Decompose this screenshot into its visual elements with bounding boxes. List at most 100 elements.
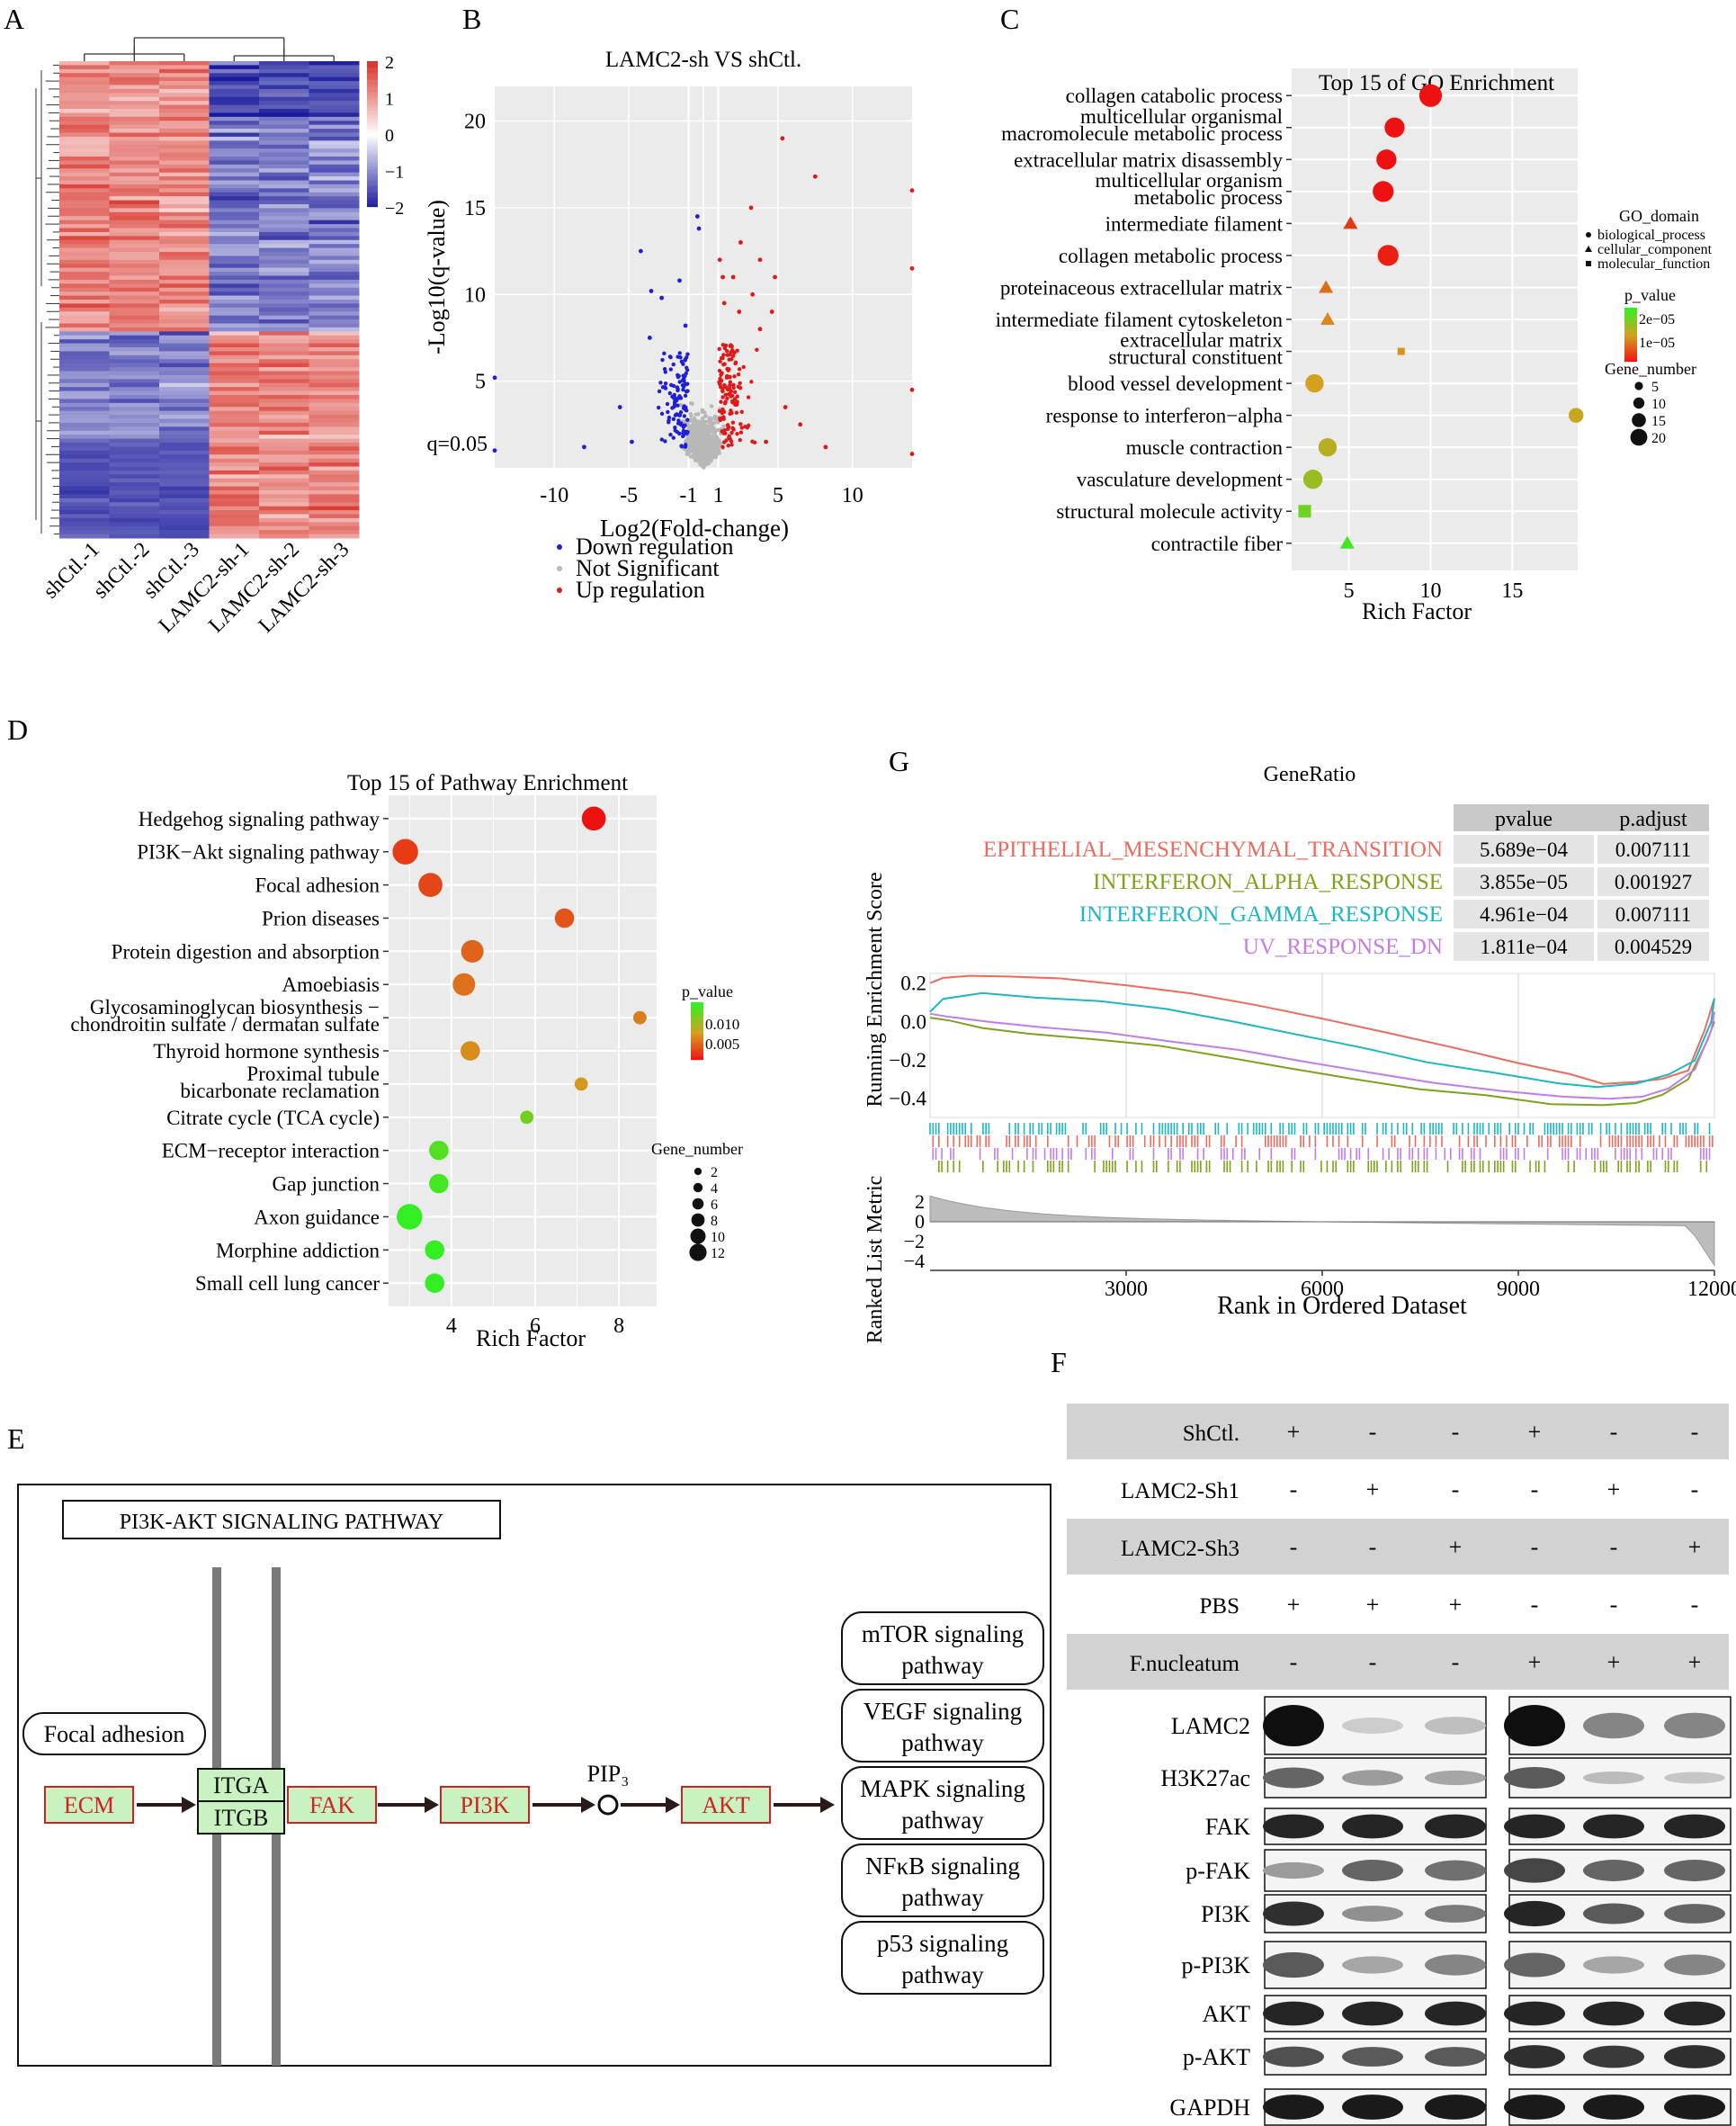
pathway-label: Protein digestion and absorption <box>112 940 380 963</box>
heatmap-cell <box>59 124 110 130</box>
heatmap-cell <box>209 315 260 320</box>
heatmap-cell <box>309 307 360 312</box>
heatmap-cell <box>159 104 210 110</box>
colorbar-swatch <box>1624 352 1637 354</box>
panel-label-c: C <box>1000 3 1019 35</box>
heatmap-cell <box>109 104 160 110</box>
heatmap-cell <box>59 208 110 213</box>
ns-point <box>717 443 722 448</box>
heatmap-cell <box>109 264 160 269</box>
heatmap-cell <box>159 486 210 491</box>
blot-label: PI3K <box>1201 1901 1250 1927</box>
heatmap-cell <box>209 256 260 261</box>
heatmap-cell <box>209 522 260 527</box>
blot-label: p-FAK <box>1186 1858 1250 1884</box>
colorbar-swatch <box>1624 338 1637 341</box>
up-point <box>720 444 725 450</box>
up-point <box>735 432 739 436</box>
go-term-label: response to interferon−alpha <box>1046 405 1283 427</box>
legend-label: Down regulation <box>576 534 733 560</box>
heatmap-cell <box>159 176 210 181</box>
legend-title: Gene_number <box>651 1140 743 1158</box>
colorbar-swatch <box>1624 313 1637 315</box>
up-point <box>737 367 742 372</box>
heatmap-cell <box>209 517 260 523</box>
colorbar-swatch <box>367 154 378 157</box>
colorbar-swatch <box>1624 349 1637 352</box>
heatmap-cell <box>109 259 160 265</box>
colorbar-swatch <box>1624 356 1637 358</box>
ns-point <box>710 454 715 460</box>
up-point <box>732 374 737 379</box>
heatmap-cell <box>109 395 160 399</box>
heatmap-cell <box>259 112 309 118</box>
heatmap-cell <box>209 295 260 301</box>
heatmap-cell <box>209 323 260 328</box>
colorbar-swatch <box>367 81 378 84</box>
heatmap-cell <box>259 129 309 133</box>
colorbar-swatch <box>367 161 378 164</box>
down-point <box>684 371 688 376</box>
ns-point <box>707 444 712 448</box>
panel-label-a: A <box>4 3 24 35</box>
down-point <box>683 444 688 449</box>
heatmap-cell <box>309 502 360 507</box>
blot-band <box>1504 1900 1565 1927</box>
heatmap-cell <box>109 379 160 384</box>
heatmap-cell <box>59 359 110 364</box>
heatmap-cell <box>59 450 110 455</box>
ns-point <box>721 424 726 428</box>
heatmap-cell <box>109 275 160 281</box>
heatmap-cell <box>159 204 210 209</box>
heatmap-cell <box>259 239 309 245</box>
heatmap-cell <box>209 136 260 141</box>
heatmap-cell <box>109 502 160 507</box>
blot-band <box>1425 2001 1486 2026</box>
colorbar-swatch <box>367 184 378 187</box>
heatmap-cell <box>259 96 309 102</box>
heatmap-cell <box>109 354 160 360</box>
heatmap-cell <box>159 415 210 419</box>
down-point <box>673 428 677 433</box>
heatmap-cell <box>309 272 360 276</box>
heatmap-cell <box>309 112 360 118</box>
ns-point <box>702 428 706 433</box>
up-point <box>717 368 722 373</box>
heatmap-cell <box>159 482 210 488</box>
heatmap-cell <box>109 530 160 535</box>
heatmap-cell <box>259 525 309 531</box>
up-point <box>729 394 733 399</box>
colorbar-swatch <box>367 182 378 184</box>
up-point <box>718 376 722 381</box>
heatmap-cell <box>159 184 210 189</box>
colorbar-swatch <box>1624 340 1637 342</box>
condition-value: + <box>1449 1592 1463 1618</box>
colorbar-swatch <box>1624 329 1637 331</box>
heatmap-cell <box>259 267 309 273</box>
heatmap-cell <box>59 61 110 66</box>
heatmap-cell <box>309 354 360 360</box>
itgb-box <box>197 1800 285 1834</box>
heatmap-cell <box>309 168 360 174</box>
heatmap-cell <box>59 331 110 336</box>
condition-value: - <box>1369 1419 1377 1445</box>
heatmap-cell <box>259 152 309 157</box>
heatmap-cell <box>309 283 360 289</box>
heatmap-cell <box>309 351 360 356</box>
heatmap-cell <box>159 462 210 467</box>
up-point <box>720 343 726 347</box>
heatmap-cell <box>259 490 309 495</box>
heatmap-cell <box>259 410 309 416</box>
colorbar-swatch <box>367 125 378 128</box>
ns-point <box>689 424 694 428</box>
heatmap-cell <box>59 211 110 217</box>
heatmap-cell <box>309 454 360 460</box>
heatmap-cell <box>209 530 260 535</box>
go-term-label: multicellular organismal <box>1080 105 1283 128</box>
output-pathway-label: p53 signaling <box>877 1930 1008 1957</box>
up-point <box>726 424 730 429</box>
heatmap-cell <box>209 196 260 202</box>
up-point <box>798 422 803 427</box>
heatmap-cell <box>309 228 360 233</box>
colorbar-swatch <box>367 76 378 79</box>
